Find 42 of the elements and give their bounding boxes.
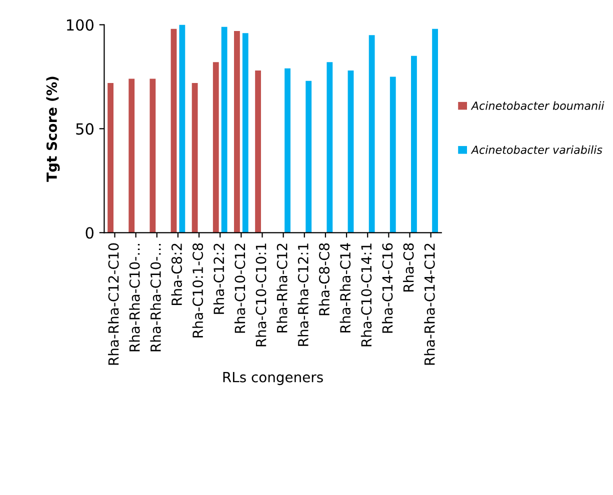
bar [326,62,333,233]
legend-label: Acinetobacter boumanii [470,101,604,110]
bar [170,28,177,233]
y-tick-label: 0 [86,227,94,239]
bar [411,56,417,233]
bar [432,28,438,233]
bar [128,78,135,233]
x-tick-label: Rha-C8-C8 [318,243,330,316]
x-axis-title: RLs congeners [223,372,323,386]
bar [348,70,354,233]
bar [179,24,186,233]
bar [150,78,156,233]
x-tick-label: Rha-C10-C14:1 [360,244,372,346]
y-tick-label: 50 [76,123,94,135]
x-tick-label: Rha-Rha-C14 [340,243,351,332]
x-tick-label: Rha-C10-C12 [234,244,246,333]
x-tick-label: Rha-C12:2 [213,244,224,314]
bar [242,33,248,233]
bar [234,30,240,233]
x-tick-label: Rha-Rha-C12 [276,244,288,332]
x-tick-label: Rha-Rha-C12-C10 [108,243,119,365]
x-tick-label: Rha-C10:1-C8 [192,243,204,338]
bar [108,82,114,233]
x-tick-label: Rha-C10-C10:1 [256,244,266,346]
x-tick-label: Rha-Rha-C10-… [129,244,140,352]
bar [192,82,198,233]
bar [212,62,219,233]
legend-label: Acinetobacter variabilis [470,145,602,154]
x-tick-label: Rha-C8 [403,243,414,292]
bar [390,76,396,233]
x-tick-label: Rha-Rha-C14-C12 [424,244,435,365]
x-tick-label: Rha-Rha-C10-… [150,244,161,352]
bar [284,68,290,233]
y-tick-label: 100 [67,19,94,31]
bar [255,70,261,233]
x-tick-label: Rha-Rha-C12:1 [298,244,308,346]
y-axis-title: Tgt Score (%) [46,76,60,182]
bar [306,80,312,233]
x-tick-label: Rha-C14-C16 [382,243,393,333]
bar [221,26,228,233]
bar [368,35,375,233]
x-tick-label: Rha-C8:2 [171,244,182,306]
